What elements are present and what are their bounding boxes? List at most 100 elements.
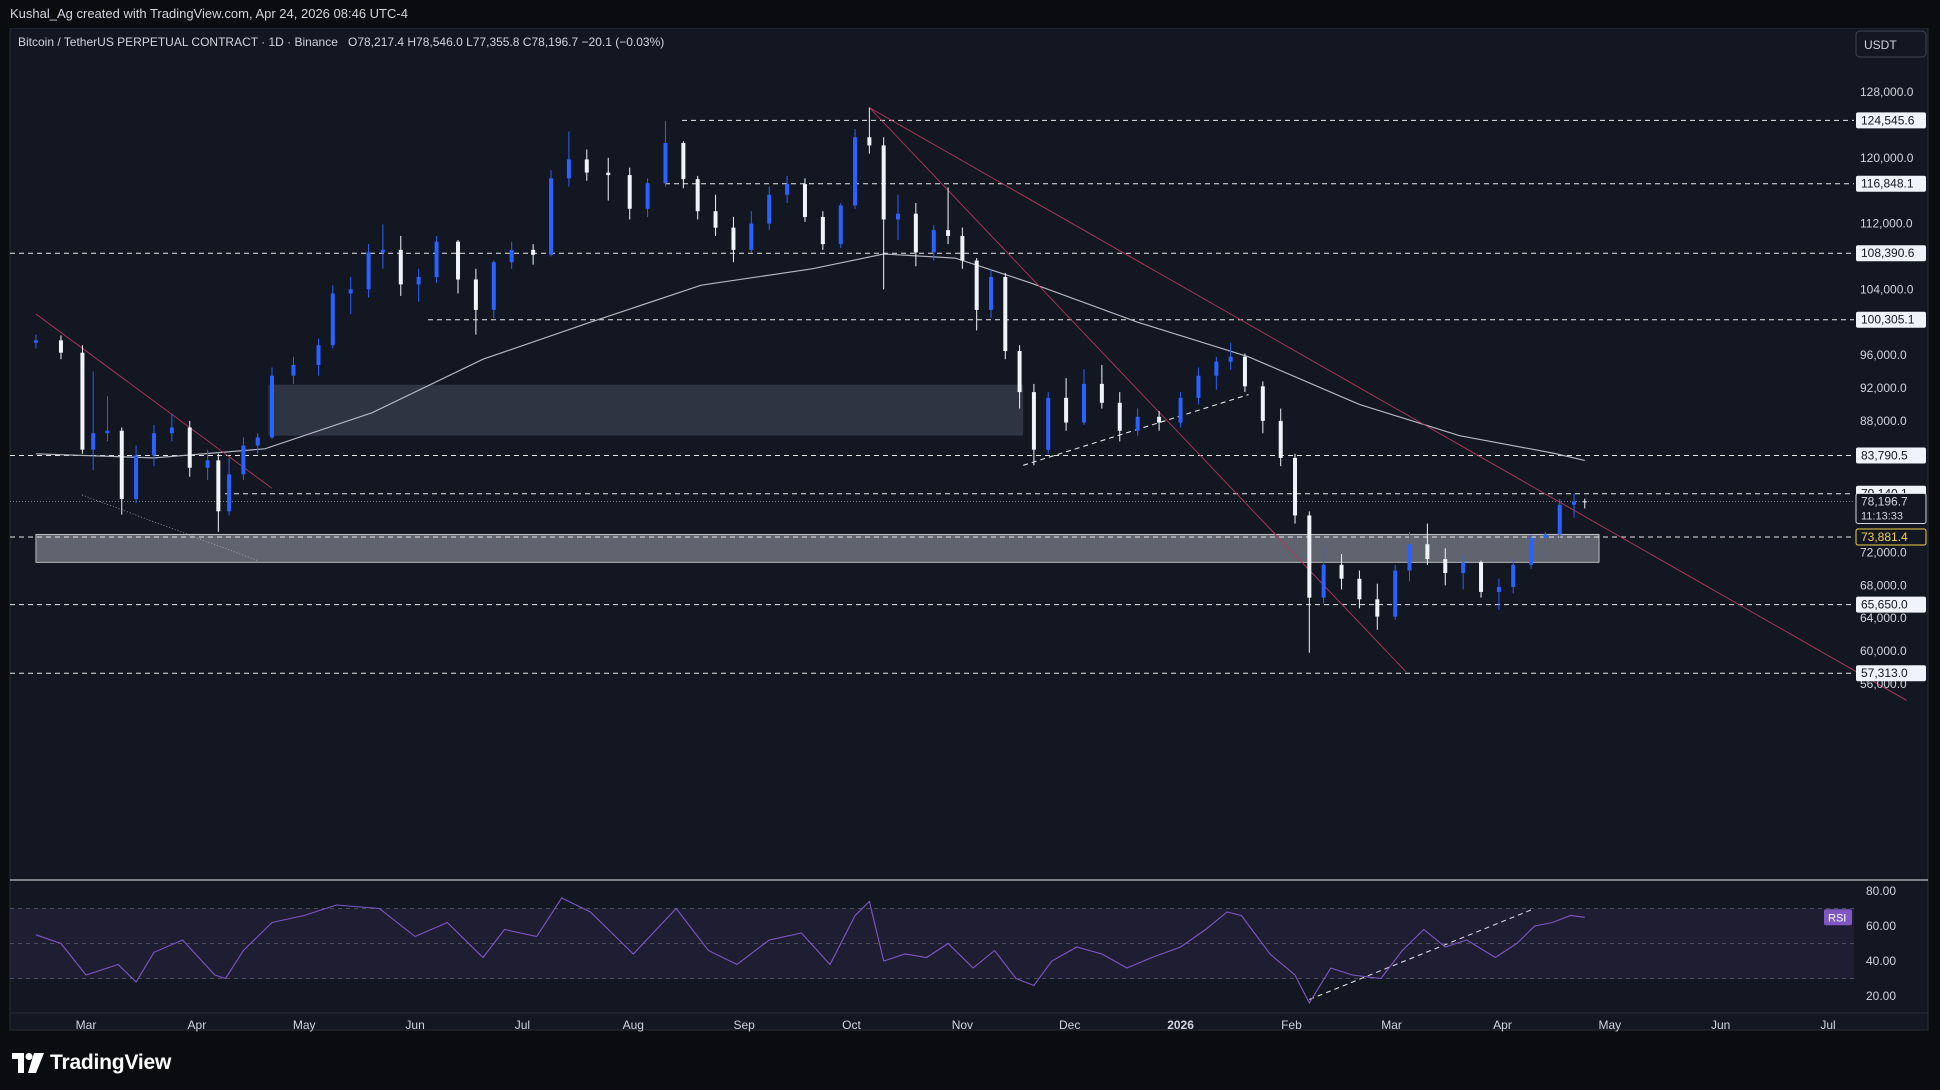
candle-body bbox=[785, 184, 790, 195]
currency-button-frame[interactable] bbox=[1855, 30, 1927, 58]
candle-body bbox=[105, 430, 110, 434]
price-level-label-box bbox=[1856, 112, 1926, 129]
candle-body bbox=[1003, 277, 1008, 351]
time-axis-label: Mar bbox=[1381, 1018, 1402, 1032]
time-axis-label: Jun bbox=[405, 1018, 424, 1032]
candle-body bbox=[931, 230, 936, 253]
candle-body bbox=[1479, 562, 1484, 592]
trendline bbox=[35, 313, 273, 489]
credit-text: Kushal_Ag created with TradingView.com, … bbox=[10, 6, 408, 21]
price-level-label-text: 83,790.5 bbox=[1861, 449, 1908, 463]
time-axis-label: Jul bbox=[1820, 1018, 1835, 1032]
time-axis-label: May bbox=[1598, 1018, 1621, 1032]
rsi-line bbox=[35, 897, 1585, 1005]
candle-body bbox=[1393, 570, 1398, 617]
trendline bbox=[1309, 907, 1535, 1001]
chart[interactable]: Bitcoin / TetherUS PERPETUAL CONTRACT · … bbox=[0, 28, 1940, 1042]
candle-body bbox=[767, 194, 772, 224]
chart-frame bbox=[9, 28, 1929, 1031]
currency-button-label[interactable]: USDT bbox=[1864, 38, 1897, 52]
candle-body bbox=[434, 241, 439, 277]
candle-body bbox=[416, 277, 421, 285]
countdown-label: 11:13:33 bbox=[1861, 510, 1903, 522]
price-level-label: 83,790.5 bbox=[1856, 447, 1926, 464]
price-tick-label: 128,000.0 bbox=[1860, 85, 1914, 99]
time-axis-label: May bbox=[293, 1018, 316, 1032]
candle-body bbox=[749, 223, 754, 250]
price-level-label-box bbox=[1856, 596, 1926, 613]
price-level-label-text: 73,881.4 bbox=[1861, 530, 1908, 544]
price-level-label: 100,305.1 bbox=[1856, 311, 1926, 328]
price-level-label-text: 100,305.1 bbox=[1861, 313, 1915, 327]
time-axis-label: Aug bbox=[623, 1018, 644, 1032]
candle-body bbox=[1425, 544, 1430, 560]
price-level-label-box bbox=[1856, 245, 1926, 262]
candle-body bbox=[1278, 420, 1283, 458]
dotted-guide bbox=[81, 494, 259, 561]
price-level-label: 57,313.0 bbox=[1856, 665, 1926, 682]
price-tick-label: 96,000.0 bbox=[1860, 348, 1907, 362]
candle-body bbox=[584, 159, 589, 173]
candle-body bbox=[853, 137, 858, 206]
time-axis-label: Oct bbox=[842, 1018, 861, 1032]
time-axis-label: Apr bbox=[188, 1018, 207, 1032]
zone-box bbox=[268, 384, 1024, 436]
candle-body bbox=[1260, 386, 1265, 421]
candle-body bbox=[838, 205, 843, 245]
candle-body bbox=[1461, 562, 1466, 573]
candle-body bbox=[974, 260, 979, 310]
candle-body bbox=[456, 241, 461, 280]
price-tick-label: 120,000.0 bbox=[1860, 151, 1914, 165]
candle-body bbox=[1557, 504, 1562, 535]
price-tick-label: 64,000.0 bbox=[1860, 611, 1907, 625]
candle-body bbox=[330, 293, 335, 346]
candle-body bbox=[867, 137, 872, 146]
candle-body bbox=[1357, 578, 1362, 600]
tradingview-logo[interactable]: TradingView bbox=[12, 1048, 171, 1078]
candle-body bbox=[1099, 383, 1104, 403]
price-level-label-box bbox=[1856, 447, 1926, 464]
currency-button[interactable]: USDT bbox=[1855, 30, 1927, 58]
tradingview-logo-icon bbox=[12, 1053, 44, 1073]
price-tick-label: 88,000.0 bbox=[1860, 414, 1907, 428]
candle-body bbox=[1017, 351, 1022, 393]
candle-body bbox=[291, 364, 296, 376]
time-axis-label: Feb bbox=[1281, 1018, 1302, 1032]
price-level-label-box bbox=[1856, 665, 1926, 682]
candle-body bbox=[151, 433, 156, 456]
candle-body bbox=[473, 279, 478, 310]
candle-body bbox=[820, 216, 825, 245]
trendline bbox=[869, 107, 1907, 701]
candle-body bbox=[169, 427, 174, 434]
candle-body bbox=[681, 142, 686, 180]
candle-body bbox=[241, 445, 246, 475]
candle-body bbox=[1572, 501, 1577, 505]
price-tick-label: 92,000.0 bbox=[1860, 381, 1907, 395]
candle-body bbox=[270, 375, 275, 438]
time-axis-label: Dec bbox=[1059, 1018, 1080, 1032]
candle-body bbox=[1228, 356, 1233, 362]
candle-body bbox=[1511, 564, 1516, 587]
candle-body bbox=[606, 172, 611, 176]
candle-body bbox=[1339, 564, 1344, 579]
candle-body bbox=[491, 262, 496, 310]
candle-body bbox=[1321, 564, 1326, 598]
rsi-legend-box bbox=[1824, 909, 1852, 926]
price-tick-label: 104,000.0 bbox=[1860, 282, 1914, 296]
time-axis-label: Jul bbox=[515, 1018, 530, 1032]
candle-body bbox=[398, 249, 403, 285]
candle-body bbox=[1543, 534, 1548, 538]
candle-body bbox=[1196, 375, 1201, 398]
price-level-label: 108,390.6 bbox=[1856, 245, 1926, 262]
candle-body bbox=[187, 427, 192, 468]
candle-body bbox=[663, 142, 668, 184]
rsi-legend: RSI bbox=[1824, 909, 1852, 926]
candle-body bbox=[1214, 361, 1219, 376]
last-price-label: 78,196.7 bbox=[1861, 494, 1908, 508]
candle-body bbox=[216, 460, 221, 512]
candles bbox=[33, 107, 1587, 653]
candle-body bbox=[1375, 599, 1380, 617]
time-axis-label: Mar bbox=[76, 1018, 97, 1032]
candle-body bbox=[380, 249, 385, 253]
candle-body bbox=[134, 455, 139, 499]
